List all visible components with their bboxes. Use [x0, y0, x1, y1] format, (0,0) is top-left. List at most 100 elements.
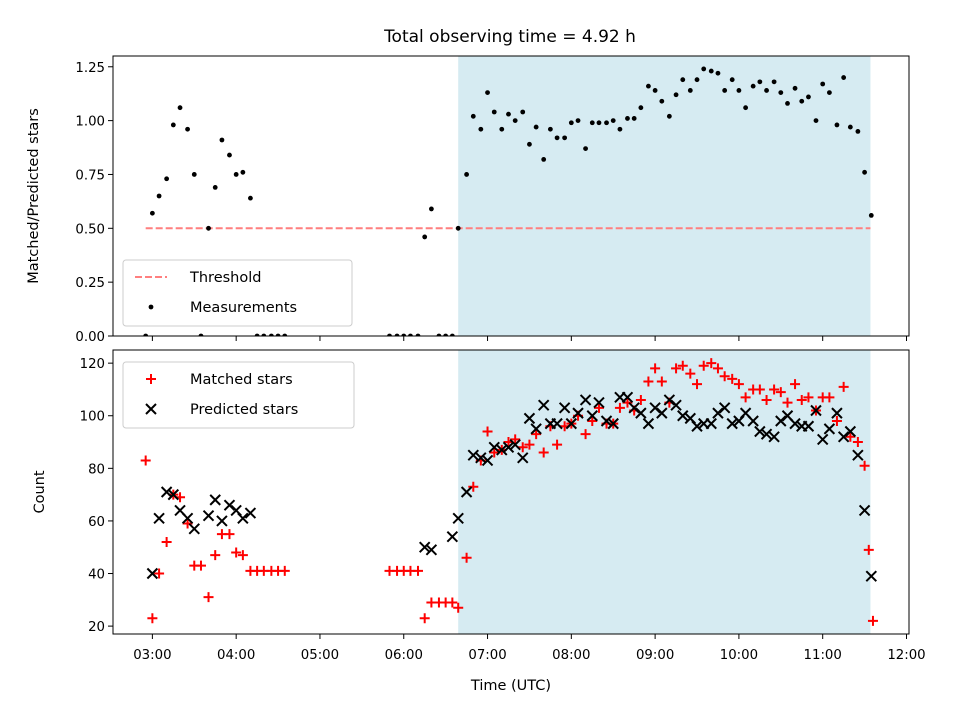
data-point [452, 512, 464, 525]
data-point [701, 66, 707, 72]
data-point [436, 333, 442, 336]
data-point [824, 392, 835, 403]
data-point [760, 428, 773, 440]
axes-frame [112, 349, 910, 635]
data-point [671, 363, 682, 374]
data-point [862, 169, 867, 175]
data-point [195, 560, 206, 571]
data-point [562, 135, 568, 141]
x-tick-label: 05:00 [301, 648, 339, 663]
data-point [185, 126, 190, 132]
data-point [223, 499, 236, 511]
data-point [638, 105, 644, 111]
data-point [541, 156, 547, 162]
data-point [604, 120, 609, 126]
data-point [248, 195, 253, 201]
data-point [747, 415, 759, 427]
data-point [153, 512, 165, 525]
y-tick-label: 60 [88, 515, 105, 530]
data-point [617, 126, 623, 132]
data-point [537, 399, 550, 411]
count-panel: 20 40 60 80 100 120 03:00 04:00 05:00 06:00 07:00 0… [32, 349, 926, 663]
data-point [600, 415, 613, 427]
x-axis-title: Time (UTC) [470, 678, 551, 694]
data-point [692, 379, 703, 390]
y-axis-title: Matched/Predicted stars [26, 108, 42, 284]
data-point [792, 85, 798, 91]
y-tick-label: 0.50 [75, 222, 105, 237]
data-point [727, 373, 738, 384]
data-point [802, 420, 815, 432]
data-point [401, 333, 407, 336]
data-point [680, 77, 686, 83]
data-point [254, 333, 260, 336]
data-point [455, 225, 461, 231]
data-point [547, 126, 553, 132]
data-point [156, 193, 162, 199]
data-point [852, 449, 864, 461]
data-point [868, 212, 874, 218]
data-point [527, 141, 532, 147]
panel-data [140, 358, 878, 626]
y-tick-label: 0.00 [75, 330, 105, 345]
y-tick-label: 40 [88, 568, 105, 583]
data-point [164, 176, 170, 182]
data-point [743, 105, 749, 111]
data-point [231, 547, 242, 558]
data-point [209, 494, 221, 506]
data-point [412, 565, 423, 576]
data-point [510, 434, 521, 445]
legend-marker [146, 374, 156, 384]
data-point [523, 412, 536, 425]
legend-entry: Matched stars [190, 372, 293, 388]
data-point [170, 122, 176, 128]
data-point [729, 77, 735, 83]
data-point [718, 402, 731, 414]
data-point [775, 387, 786, 398]
data-point [642, 417, 655, 430]
data-point [237, 550, 248, 561]
data-point [586, 410, 598, 422]
data-point [499, 126, 505, 132]
data-point [408, 333, 413, 336]
data-point [575, 118, 581, 124]
data-point [733, 379, 744, 390]
y-tick-label: 0.25 [75, 276, 105, 291]
data-point [520, 109, 526, 115]
y-tick-label: 1.25 [75, 61, 105, 76]
data-point [216, 515, 228, 527]
data-point [464, 172, 469, 177]
x-tick-label: 09:00 [636, 648, 674, 663]
data-point [796, 394, 807, 405]
data-point [446, 530, 459, 543]
data-point [524, 439, 535, 450]
data-point [489, 447, 500, 458]
data-point [488, 441, 500, 454]
legend-marker [145, 403, 157, 415]
data-point [394, 333, 400, 336]
data-point [769, 384, 780, 395]
data-point [855, 128, 861, 134]
data-point [698, 360, 709, 371]
data-point [579, 394, 592, 406]
data-point [643, 376, 654, 387]
legend: Matched stars Predicted stars [122, 361, 355, 429]
data-point [240, 169, 246, 175]
data-point [160, 486, 173, 498]
panel-data [143, 66, 874, 336]
x-tick-label: 04:00 [217, 648, 255, 663]
data-point [572, 407, 584, 419]
data-point [415, 333, 421, 336]
data-point [790, 379, 801, 390]
data-point [754, 425, 766, 438]
data-point [775, 415, 787, 427]
data-point [771, 79, 777, 85]
data-point [803, 392, 814, 403]
data-point [233, 172, 239, 177]
data-point [219, 137, 225, 143]
data-point [831, 407, 843, 419]
data-point [628, 402, 640, 414]
data-point [635, 394, 646, 405]
data-point [533, 124, 539, 130]
